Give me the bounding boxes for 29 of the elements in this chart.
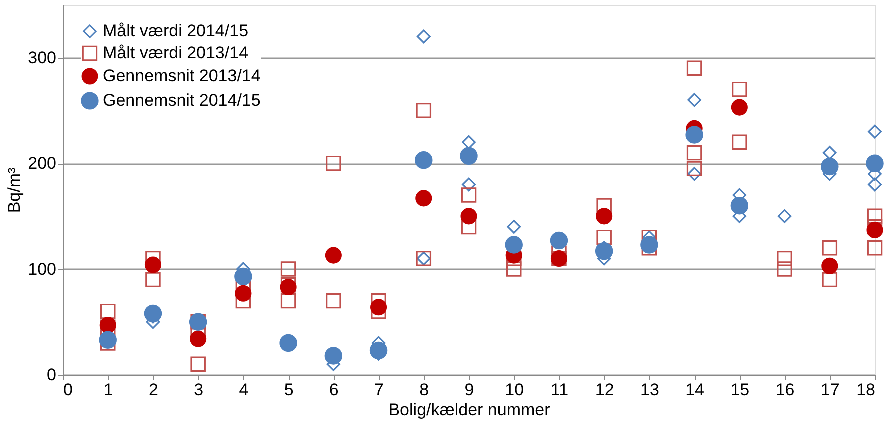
legend-label: Målt værdi 2014/15 bbox=[103, 22, 249, 40]
x-tick-label: 12 bbox=[595, 380, 614, 400]
y-tick-label: 0 bbox=[47, 366, 56, 384]
x-tick-label: 4 bbox=[239, 380, 249, 400]
y-tick-label: 200 bbox=[28, 154, 56, 174]
x-tick-label: 11 bbox=[550, 380, 569, 400]
y-axis-title: Bq/m³ bbox=[5, 167, 24, 214]
x-tick-label: 2 bbox=[148, 380, 158, 400]
x-tick-label: 15 bbox=[730, 380, 750, 400]
y-tick-label: 300 bbox=[28, 48, 56, 68]
legend-label: Gennemsnit 2013/14 bbox=[103, 66, 261, 86]
legend-label: Målt værdi 2013/14 bbox=[103, 44, 249, 62]
x-tick-label: 16 bbox=[776, 380, 795, 400]
x-tick-label: 13 bbox=[640, 380, 660, 400]
legend-label: Gennemsnit 2014/15 bbox=[103, 91, 261, 110]
x-tick-label: 18 bbox=[856, 380, 876, 400]
x-tick-label: 10 bbox=[505, 380, 524, 400]
y-tick-label: 100 bbox=[28, 260, 56, 279]
x-tick-label: 6 bbox=[329, 380, 339, 400]
x-tick-label: 0 bbox=[64, 380, 73, 400]
x-tick-label: 17 bbox=[820, 380, 840, 400]
x-tick-label: 1 bbox=[104, 380, 114, 400]
x-tick-label: 9 bbox=[464, 380, 474, 400]
x-tick-label: 5 bbox=[284, 380, 294, 400]
x-tick-label: 8 bbox=[420, 380, 430, 400]
x-axis-title: Bolig/kælder nummer bbox=[388, 400, 551, 420]
x-tick-label: 14 bbox=[686, 380, 705, 400]
x-tick-label: 3 bbox=[194, 380, 204, 400]
x-tick-label: 7 bbox=[374, 380, 384, 400]
